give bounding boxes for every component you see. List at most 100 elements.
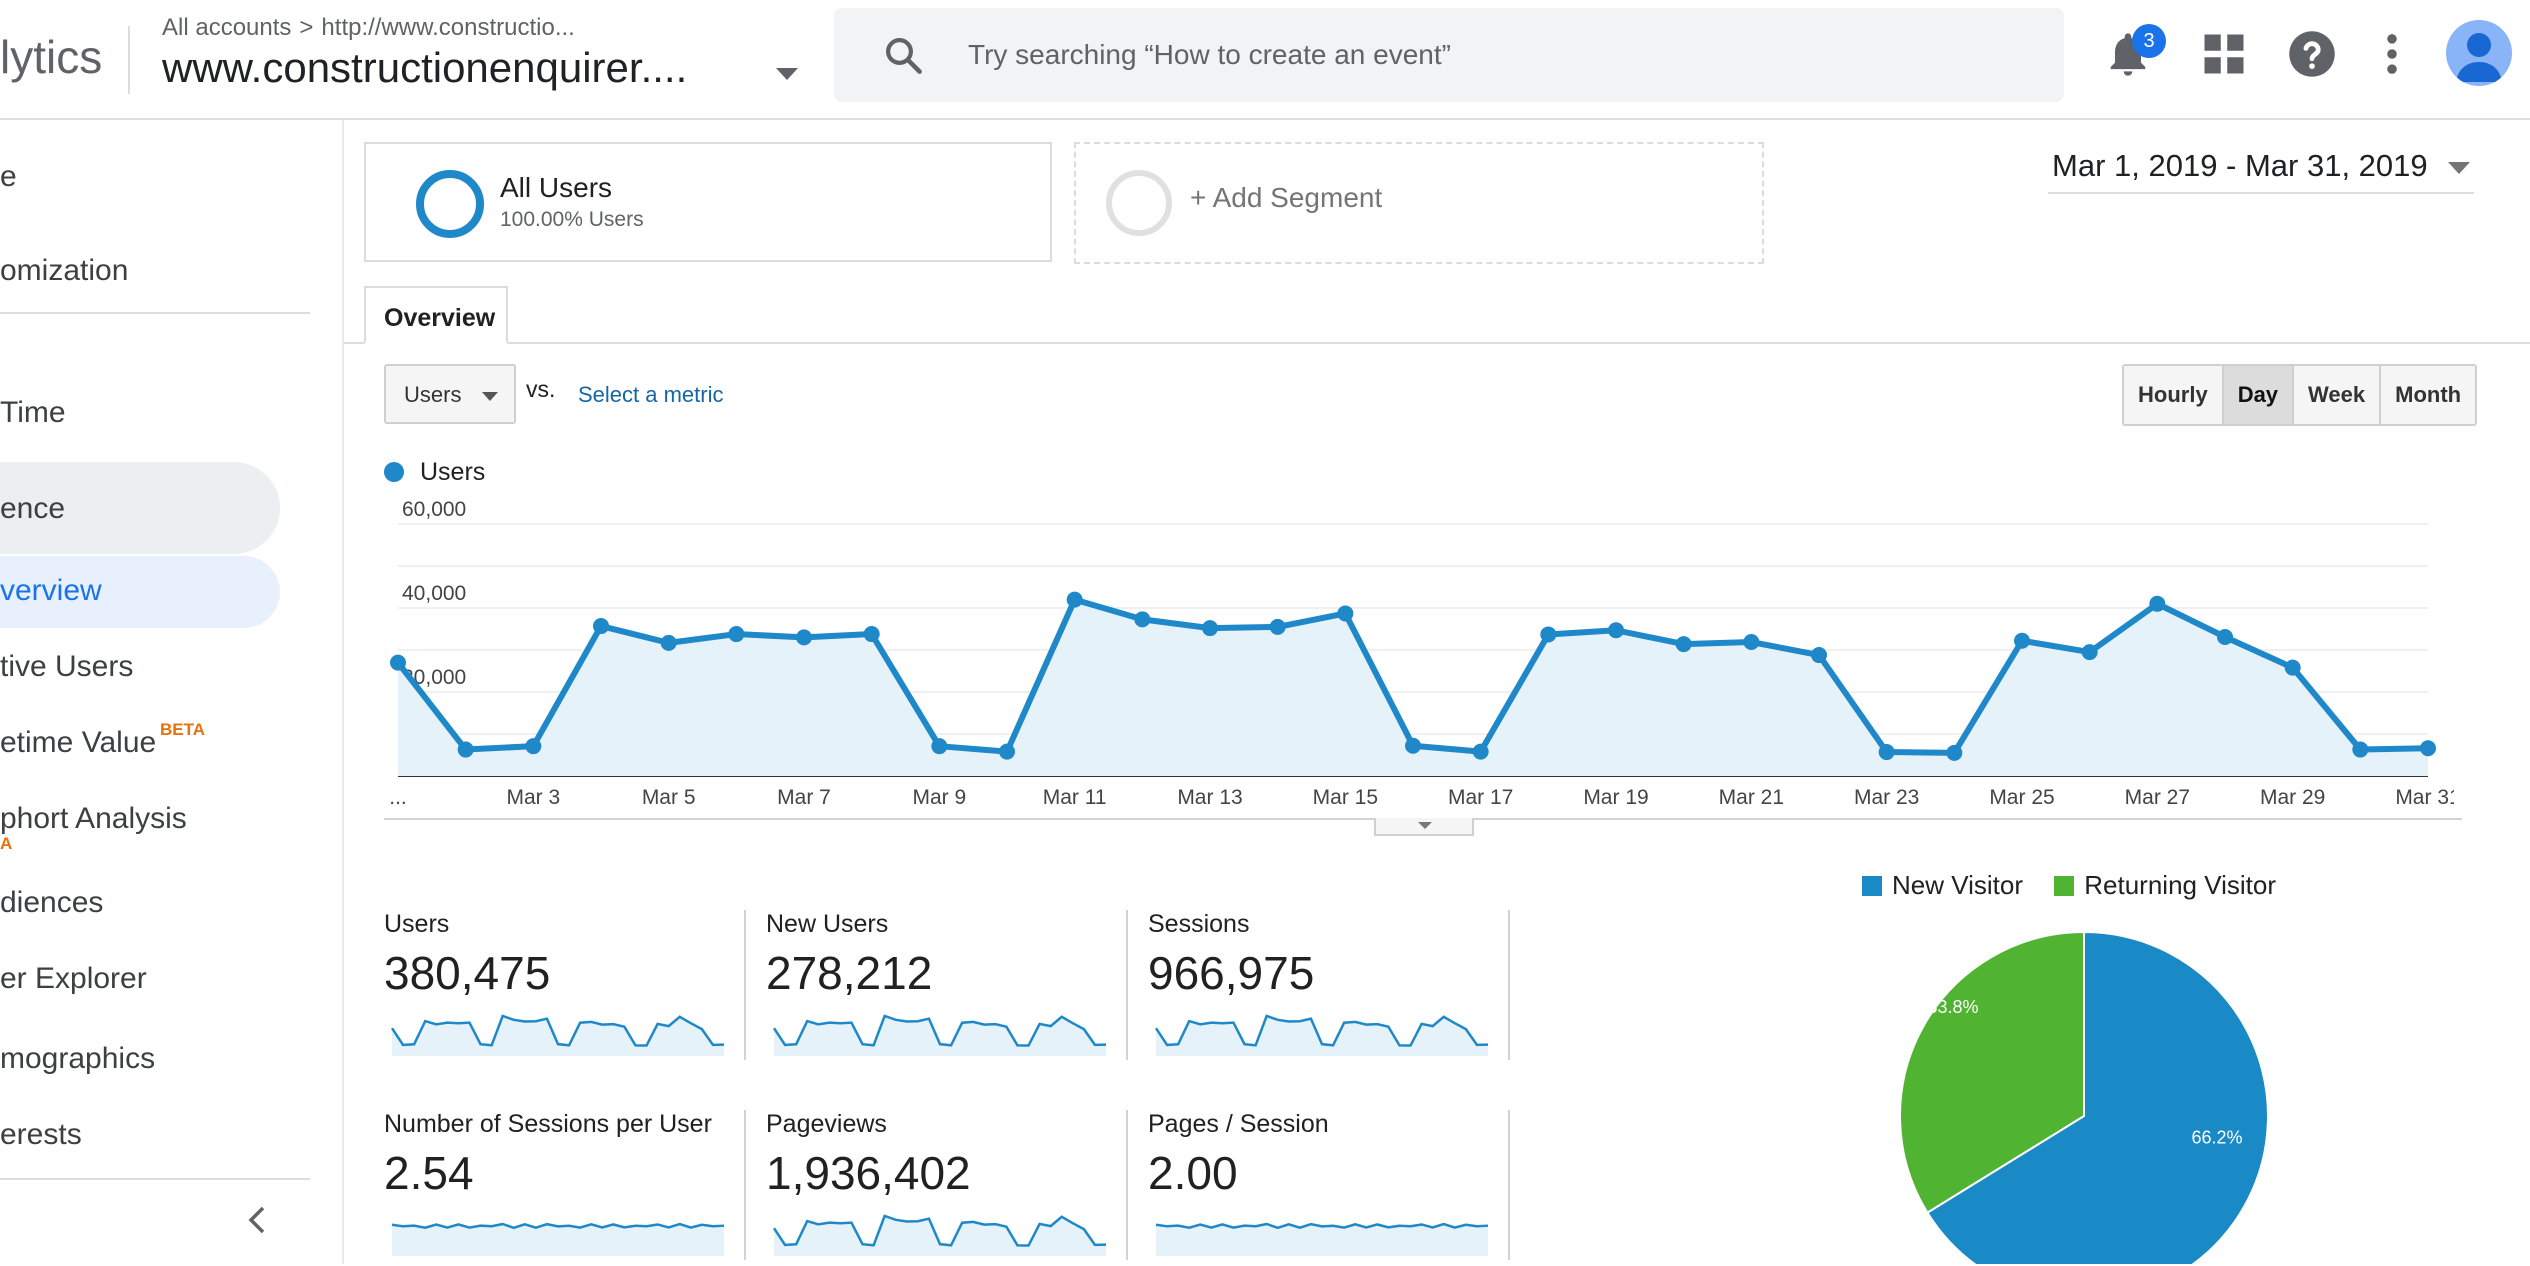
users-area [398,599,2428,776]
nav-item-customization[interactable]: omization [0,254,129,287]
data-point[interactable] [1066,591,1083,608]
data-point[interactable] [1743,634,1760,651]
data-point[interactable] [2420,740,2436,757]
users-line-chart[interactable]: 60,000 40,000 20,000... Mar 3 Mar 5 Mar 7 Mar … [384,500,2454,820]
data-point[interactable] [390,654,406,671]
pie-legend-item-returning-visitor[interactable]: Returning Visitor [2054,870,2276,900]
nav-item-audiences[interactable]: diences [0,886,104,919]
legend-label-users: Users [420,458,486,486]
nav-item-home[interactable]: e [0,160,17,193]
nav-divider [0,312,310,314]
data-point[interactable] [2014,632,2030,649]
property-selector[interactable]: www.constructionenquirer.... [162,44,688,91]
scorecard-users[interactable]: Users 380,475 [384,910,744,1066]
visitor-type-pie-chart[interactable]: 66.2% 33.8% [1880,920,2300,1264]
data-point[interactable] [525,738,542,755]
data-point[interactable] [931,738,948,755]
more-vert-icon[interactable] [2366,28,2418,80]
scorecard-new-users[interactable]: New Users 278,212 [766,910,1126,1066]
sparkline-line [390,1014,725,1047]
scorecard-divider [744,1110,746,1260]
data-point[interactable] [1269,618,1286,635]
scorecard-value: 966,975 [1148,947,1315,999]
data-point[interactable] [999,743,1015,760]
data-point[interactable] [593,618,609,635]
scorecard-label: Sessions [1148,910,1250,938]
data-point[interactable] [2284,659,2301,676]
data-point[interactable] [1608,622,1624,639]
data-point[interactable] [2352,741,2369,758]
apps-grid-icon[interactable] [2198,28,2250,80]
breadcrumb-url[interactable]: http://www.constructio... [321,14,575,41]
data-point[interactable] [457,741,474,758]
data-point[interactable] [1540,626,1557,643]
data-point[interactable] [1202,620,1218,637]
x-tick-label: Mar 17 [1448,786,1513,809]
x-tick-label: Mar 29 [2260,786,2325,809]
segment-name: All Users [500,172,613,203]
x-tick-label: Mar 19 [1583,786,1648,809]
nav-item-active-users[interactable]: tive Users [0,650,134,683]
help-icon[interactable] [2286,28,2338,80]
scorecard-value: 2.00 [1148,1147,1238,1199]
nav-item-realtime[interactable]: Time [0,396,66,429]
chart-expand-handle[interactable] [1374,818,1474,836]
data-point[interactable] [796,629,812,646]
chevron-down-icon[interactable] [776,68,798,80]
tab-overview-label: Overview [384,304,496,332]
scorecard-sessions[interactable]: Sessions 966,975 [1148,910,1508,1066]
pie-legend-item-new-visitor[interactable]: New Visitor [1862,870,2023,900]
search-input[interactable] [968,30,2008,80]
data-point[interactable] [1946,744,1963,761]
pie-slice-label: 66.2% [2192,1127,2243,1147]
data-point[interactable] [1675,636,1692,653]
interval-week-button[interactable]: Week [2294,366,2382,424]
pie-slice-returning-visitor[interactable] [1899,930,2085,1215]
chevron-left-icon[interactable] [242,1202,272,1238]
product-name[interactable]: lytics [0,31,103,83]
add-segment-button[interactable]: + Add Segment [1074,142,1764,264]
data-point[interactable] [1472,743,1489,760]
nav-item-demographics[interactable]: mographics [0,1042,156,1075]
scorecard-pageviews[interactable]: Pageviews 1,936,402 [766,1110,1126,1266]
scorecard-sessions-per-user[interactable]: Number of Sessions per User 2.54 [384,1110,744,1266]
tab-overview[interactable]: Overview [364,286,508,344]
data-point[interactable] [2081,644,2098,661]
scorecard-pages-per-session[interactable]: Pages / Session 2.00 [1148,1110,1508,1266]
beta-badge: BETA [160,720,206,739]
interval-day-button[interactable]: Day [2223,366,2295,424]
data-point[interactable] [660,634,677,651]
x-tick-label: Mar 31 [2395,786,2454,809]
segment-all-users[interactable]: All Users 100.00% Users [364,142,1052,262]
pie-legend-label: Returning Visitor [2084,870,2276,900]
y-tick-label: 20,000 [402,666,466,689]
header-divider [128,26,130,94]
nav-item-interests[interactable]: erests [0,1118,82,1151]
breadcrumb-root[interactable]: All accounts [162,14,292,41]
data-point[interactable] [1405,737,1421,754]
data-point[interactable] [863,626,880,643]
nav-item-lifetime-value[interactable]: etime Value [0,726,157,759]
avatar[interactable] [2446,20,2512,86]
metric-select[interactable]: Users [384,364,516,424]
data-point[interactable] [2149,595,2166,612]
select-metric-link[interactable]: Select a metric [578,382,724,407]
data-point[interactable] [2217,628,2233,645]
interval-month-button[interactable]: Month [2381,366,2476,424]
data-point[interactable] [1337,605,1354,622]
breadcrumb[interactable]: All accounts > http://www.constructio... [162,14,575,42]
nav-item-audience[interactable]: ence [0,462,280,554]
pie-slice-new-visitor[interactable] [1926,930,2269,1264]
data-point[interactable] [1811,647,1827,664]
nav-item-user-explorer[interactable]: er Explorer [0,962,147,995]
search-bar[interactable] [834,8,2064,102]
nav-item-cohort-analysis[interactable]: phort Analysis [0,802,187,835]
data-point[interactable] [1134,611,1151,628]
interval-hourly-button[interactable]: Hourly [2124,366,2224,424]
data-point[interactable] [728,626,745,643]
legend-swatch-users [384,462,404,482]
date-range-picker[interactable]: Mar 1, 2019 - Mar 31, 2019 [2048,144,2474,194]
data-point[interactable] [1878,744,1895,761]
nav-item-overview[interactable]: verview [0,556,280,628]
scorecard-divider [1126,1110,1128,1260]
